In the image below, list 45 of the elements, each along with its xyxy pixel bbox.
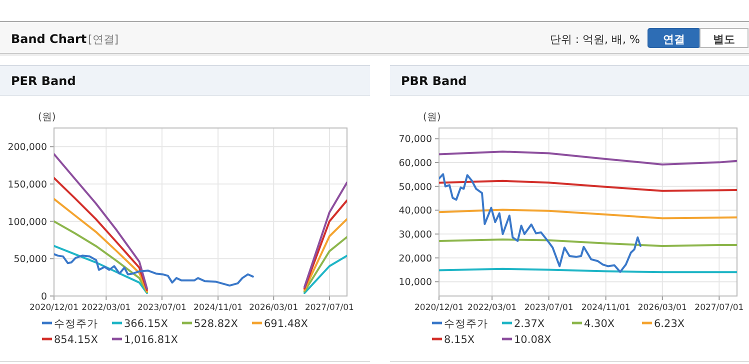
x-tick-label: 2023/07/01	[524, 303, 574, 313]
legend-label: 8.15X	[444, 334, 475, 346]
y-tick-label: 50,000	[398, 182, 432, 193]
legend-label: 6.23X	[654, 318, 685, 330]
legend-label: 수정주가	[54, 318, 98, 330]
legend-label: 1,016.81X	[124, 334, 178, 346]
y-tick-label: 50,000	[14, 254, 47, 266]
y-tick-label: 100,000	[8, 216, 47, 228]
text: 단위 : 억원, 배, %	[550, 33, 640, 46]
x-tick-label: 2020/12/01	[30, 303, 78, 313]
legend-label: 854.15X	[54, 334, 98, 346]
x-tick-label: 2023/07/01	[137, 303, 186, 313]
x-tick-label: 2024/11/01	[194, 303, 243, 313]
legend-label: 691.48X	[264, 318, 308, 330]
legend-label: 10.08X	[514, 334, 552, 346]
chart-title: PER Band	[11, 74, 76, 88]
text: 연결	[663, 33, 685, 46]
legend-label: 4.30X	[584, 318, 615, 330]
y-tick-label: 40,000	[398, 206, 432, 217]
x-tick-label: 2027/07/01	[304, 303, 354, 313]
x-tick-label: 2026/03/01	[638, 303, 687, 313]
legend-label: 366.15X	[124, 318, 168, 330]
y-tick-label: 10,000	[398, 277, 432, 288]
y-tick-label: 0	[40, 292, 47, 302]
x-tick-label: 2027/07/01	[694, 303, 744, 313]
y-tick-label: 150,000	[8, 180, 47, 190]
text: [연결]	[88, 33, 119, 46]
x-tick-label: 2024/11/01	[581, 303, 630, 313]
y-tick-label: 200,000	[8, 142, 47, 154]
y-tick-label: 20,000	[398, 253, 432, 264]
text: 별도	[713, 33, 735, 46]
legend-label: 수정주가	[444, 318, 488, 330]
x-tick-label: 2022/03/01	[468, 303, 517, 313]
legend-label: 528.82X	[194, 318, 238, 330]
y-tick-label: 60,000	[398, 158, 432, 170]
x-tick-label: 2020/12/01	[414, 303, 464, 313]
x-tick-label: 2022/03/01	[82, 303, 131, 313]
legend-label: 2.37X	[514, 318, 545, 330]
y-tick-label: 30,000	[398, 230, 432, 241]
y-axis-title: (원)	[38, 112, 56, 123]
y-tick-label: 70,000	[398, 134, 432, 146]
y-axis-title: (원)	[423, 112, 441, 123]
x-tick-label: 2026/03/01	[249, 303, 298, 313]
text: Band Chart	[11, 32, 87, 46]
chart-title: PBR Band	[401, 74, 467, 88]
